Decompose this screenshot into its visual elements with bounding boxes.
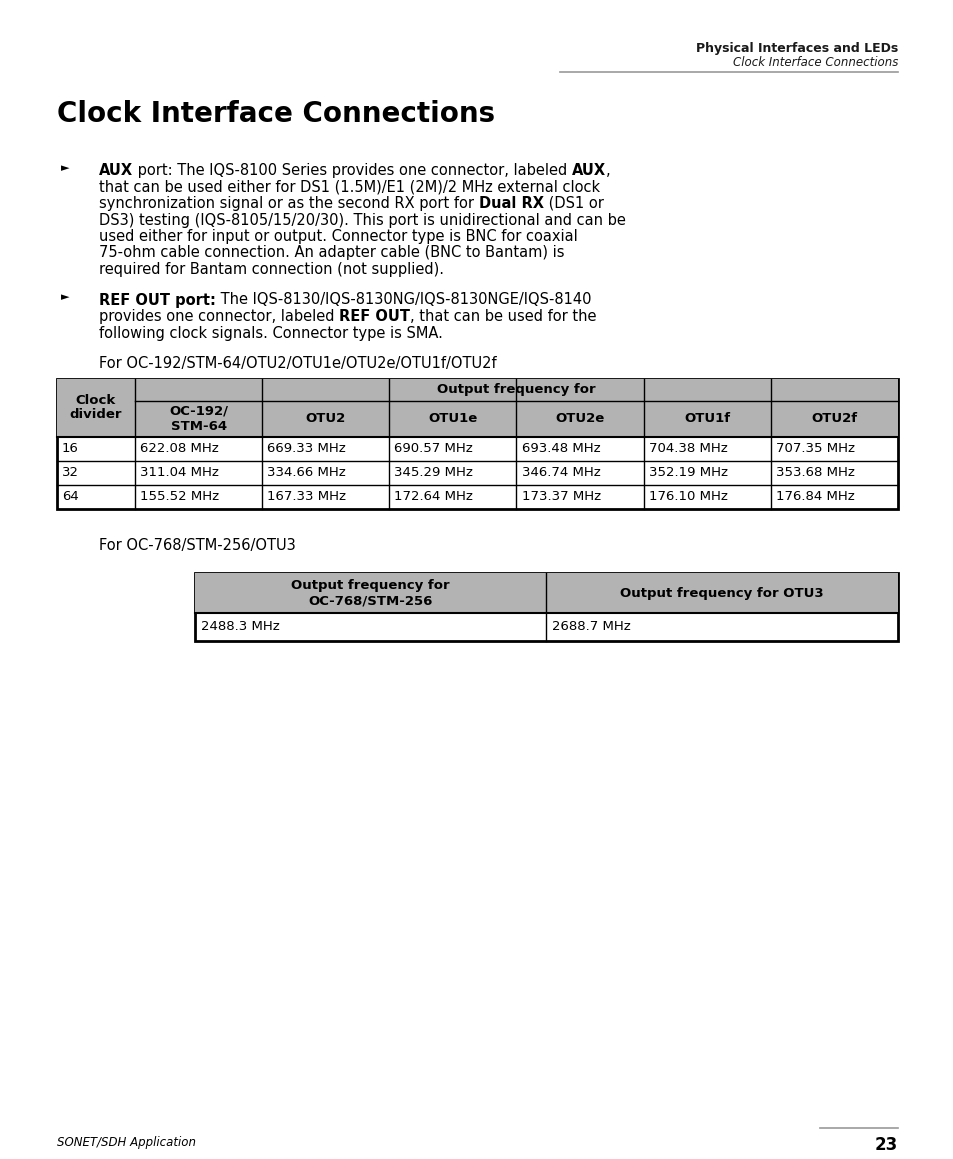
Text: port: The IQS-8100 Series provides one connector, labeled: port: The IQS-8100 Series provides one c… [133, 163, 572, 178]
Text: 167.33 MHz: 167.33 MHz [267, 490, 346, 503]
Text: Dual RX: Dual RX [478, 196, 543, 211]
Text: OTU2: OTU2 [305, 411, 346, 425]
Bar [57, 379, 897, 509]
Text: 352.19 MHz: 352.19 MHz [648, 466, 727, 479]
Text: 345.29 MHz: 345.29 MHz [394, 466, 473, 479]
Text: ►: ► [61, 292, 70, 302]
Text: that can be used either for DS1 (1.5M)/E1 (2M)/2 MHz external clock: that can be used either for DS1 (1.5M)/E… [99, 180, 599, 195]
Text: The IQS-8130/IQS-8130NG/IQS-8130NGE/IQS-8140: The IQS-8130/IQS-8130NG/IQS-8130NGE/IQS-… [215, 292, 591, 307]
Text: OTU2e: OTU2e [555, 411, 604, 425]
Text: REF OUT port:: REF OUT port: [99, 292, 215, 307]
Text: 172.64 MHz: 172.64 MHz [394, 490, 473, 503]
Text: 32: 32 [62, 466, 79, 479]
Text: synchronization signal or as the second RX port for: synchronization signal or as the second … [99, 196, 478, 211]
Text: 622.08 MHz: 622.08 MHz [140, 442, 218, 455]
Text: OTU1e: OTU1e [428, 411, 477, 425]
Text: ,: , [605, 163, 610, 178]
Text: 693.48 MHz: 693.48 MHz [521, 442, 599, 455]
Bar [57, 379, 897, 401]
Text: Clock
divider: Clock divider [70, 394, 122, 422]
Text: Output frequency for
OC-768/STM-256: Output frequency for OC-768/STM-256 [291, 580, 450, 607]
Text: 704.38 MHz: 704.38 MHz [648, 442, 726, 455]
Text: required for Bantam connection (not supplied).: required for Bantam connection (not supp… [99, 262, 443, 277]
Bar [57, 379, 135, 437]
Text: Clock Interface Connections: Clock Interface Connections [732, 56, 897, 70]
Text: 2488.3 MHz: 2488.3 MHz [201, 620, 279, 634]
Text: 176.10 MHz: 176.10 MHz [648, 490, 727, 503]
Text: following clock signals. Connector type is SMA.: following clock signals. Connector type … [99, 326, 442, 341]
Text: REF OUT: REF OUT [338, 309, 410, 325]
Text: OC-192/
STM-64: OC-192/ STM-64 [169, 404, 228, 432]
Text: AUX: AUX [99, 163, 133, 178]
Text: 176.84 MHz: 176.84 MHz [775, 490, 854, 503]
Text: used either for input or output. Connector type is BNC for coaxial: used either for input or output. Connect… [99, 229, 578, 245]
Text: 311.04 MHz: 311.04 MHz [140, 466, 218, 479]
Text: 707.35 MHz: 707.35 MHz [775, 442, 854, 455]
Text: 2688.7 MHz: 2688.7 MHz [552, 620, 631, 634]
Text: 75-ohm cable connection. An adapter cable (BNC to Bantam) is: 75-ohm cable connection. An adapter cabl… [99, 246, 564, 261]
Text: 16: 16 [62, 442, 79, 455]
Text: 346.74 MHz: 346.74 MHz [521, 466, 599, 479]
Text: 353.68 MHz: 353.68 MHz [775, 466, 854, 479]
Bar [194, 573, 897, 613]
Text: SONET/SDH Application: SONET/SDH Application [57, 1136, 195, 1149]
Text: OTU2f: OTU2f [810, 411, 857, 425]
Text: OTU1f: OTU1f [683, 411, 730, 425]
Text: 669.33 MHz: 669.33 MHz [267, 442, 346, 455]
Text: For OC-768/STM-256/OTU3: For OC-768/STM-256/OTU3 [99, 539, 295, 554]
Text: 23: 23 [874, 1136, 897, 1154]
Text: 173.37 MHz: 173.37 MHz [521, 490, 600, 503]
Text: provides one connector, labeled: provides one connector, labeled [99, 309, 338, 325]
Text: For OC-192/STM-64/OTU2/OTU1e/OTU2e/OTU1f/OTU2f: For OC-192/STM-64/OTU2/OTU1e/OTU2e/OTU1f… [99, 356, 497, 371]
Text: Output frequency for OTU3: Output frequency for OTU3 [619, 586, 823, 599]
Text: Output frequency for: Output frequency for [436, 382, 596, 396]
Text: 690.57 MHz: 690.57 MHz [394, 442, 473, 455]
Text: , that can be used for the: , that can be used for the [410, 309, 596, 325]
Text: 155.52 MHz: 155.52 MHz [140, 490, 219, 503]
Text: 334.66 MHz: 334.66 MHz [267, 466, 346, 479]
Bar [194, 573, 897, 641]
Text: ►: ► [61, 163, 70, 173]
Text: DS3) testing (IQS-8105/15/20/30). This port is unidirectional and can be: DS3) testing (IQS-8105/15/20/30). This p… [99, 212, 625, 227]
Bar [135, 401, 897, 437]
Text: AUX: AUX [572, 163, 605, 178]
Text: 64: 64 [62, 490, 79, 503]
Text: (DS1 or: (DS1 or [543, 196, 603, 211]
Text: Clock Interface Connections: Clock Interface Connections [57, 100, 495, 127]
Text: Physical Interfaces and LEDs: Physical Interfaces and LEDs [695, 42, 897, 54]
